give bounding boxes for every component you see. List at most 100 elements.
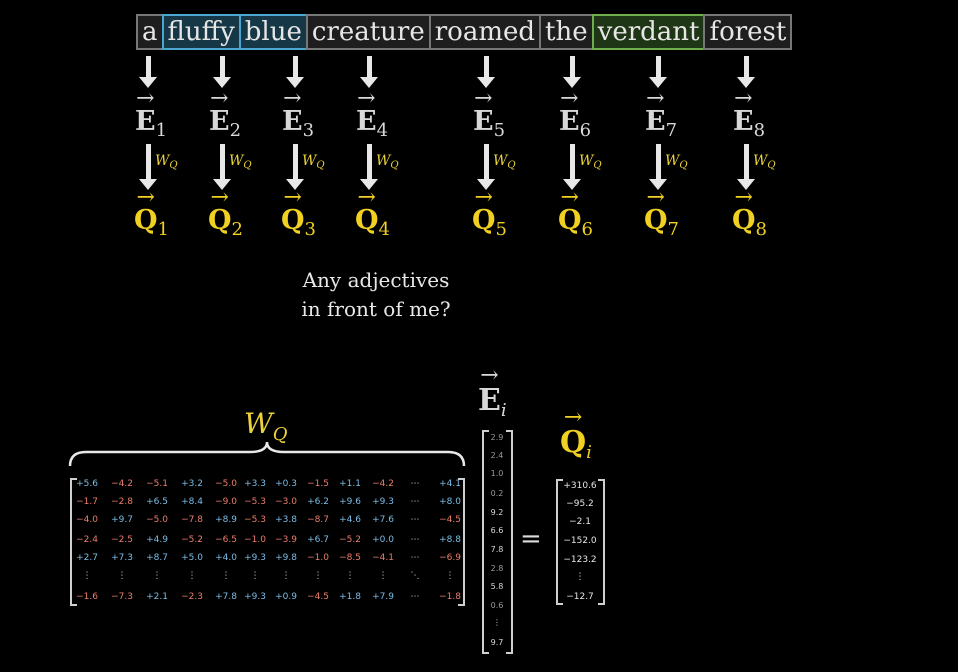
query-label-6: Q6	[558, 185, 593, 240]
matrix-cell: +8.4	[181, 497, 203, 507]
wq-symbol: W	[753, 153, 768, 169]
question-line-1: Any adjectives	[302, 268, 450, 292]
query-question: Any adjectives in front of me?	[276, 266, 476, 324]
wq-label-4: WQ	[376, 153, 399, 171]
query-subscript: 5	[495, 219, 507, 240]
matrix-cell: +6.5	[146, 497, 168, 507]
matrix-cell: ⋮	[152, 571, 162, 581]
matrix-cell: ⋯	[410, 553, 420, 563]
wq-subscript: Q	[767, 160, 776, 171]
matrix-cell: +4.9	[146, 535, 168, 545]
input-vector-symbol: E	[478, 363, 501, 418]
output-vector-subscript: i	[586, 442, 592, 463]
input-vector-right-bracket	[506, 430, 513, 654]
wq-subscript: Q	[507, 160, 516, 171]
matrix-label-symbol: W	[244, 407, 273, 440]
embedding-symbol: E	[135, 86, 156, 137]
input-vector-cell: 2.9	[490, 433, 504, 442]
matrix-cell: −4.1	[372, 553, 394, 563]
matrix-cell: −3.9	[275, 535, 297, 545]
token-1: a	[136, 14, 164, 50]
matrix-cell: −5.2	[181, 535, 203, 545]
matrix-cell: −4.2	[372, 479, 394, 489]
embedding-subscript: 3	[302, 120, 315, 141]
matrix-cell: ⋯	[410, 497, 420, 507]
matrix-cell: −5.3	[244, 515, 266, 525]
matrix-cell: −4.5	[439, 515, 461, 525]
input-vector-cell: 7.8	[490, 545, 504, 554]
query-subscript: 7	[667, 219, 679, 240]
embedding-symbol: E	[559, 86, 580, 137]
matrix-cell: ⋮	[250, 571, 260, 581]
query-symbol: Q	[558, 185, 582, 236]
matrix-cell: ⋮	[445, 571, 455, 581]
embedding-subscript: 1	[155, 120, 168, 141]
matrix-cell: −1.5	[307, 479, 329, 489]
matrix-cell: ⋯	[410, 535, 420, 545]
embedding-symbol: E	[209, 86, 230, 137]
output-vector-label: Qi	[560, 405, 592, 463]
embedding-label-3: E3	[282, 86, 315, 141]
matrix-right-bracket	[458, 478, 465, 606]
input-vector-subscript: i	[500, 400, 507, 421]
matrix-cell: +8.0	[439, 497, 461, 507]
matrix-cell: ⋱	[410, 571, 420, 581]
query-label-5: Q5	[472, 185, 507, 240]
token-2: fluffy	[161, 14, 241, 50]
matrix-cell: −5.2	[339, 535, 361, 545]
matrix-cell: ⋮	[187, 571, 197, 581]
matrix-cell: −6.5	[215, 535, 237, 545]
input-vector-cell: 6.6	[490, 526, 504, 535]
input-vector-cell: 0.2	[490, 489, 504, 498]
matrix-cell: +5.6	[76, 479, 98, 489]
matrix-cell: ⋮	[313, 571, 323, 581]
matrix-cell: +6.2	[307, 497, 329, 507]
query-symbol: Q	[281, 185, 305, 236]
query-subscript: 2	[231, 219, 243, 240]
matrix-cell: ⋮	[221, 571, 231, 581]
input-vector-cell: 2.8	[490, 564, 504, 573]
matrix-cell: +9.3	[244, 553, 266, 563]
embedding-symbol: E	[473, 86, 494, 137]
query-subscript: 1	[157, 219, 169, 240]
token-5: roamed	[428, 14, 542, 50]
matrix-cell: −5.3	[244, 497, 266, 507]
matrix-cell: −8.7	[307, 515, 329, 525]
query-label-7: Q7	[644, 185, 679, 240]
input-vector-cell: 9.7	[490, 638, 504, 647]
wq-label-3: WQ	[302, 153, 325, 171]
matrix-cell: −4.5	[307, 592, 329, 602]
matrix-cell: +9.8	[275, 553, 297, 563]
matrix-cell: +1.8	[339, 592, 361, 602]
query-label-8: Q8	[732, 185, 767, 240]
output-vector-cell: ⋮	[575, 572, 585, 582]
question-line-2: in front of me?	[301, 297, 451, 321]
matrix-cell: −5.1	[146, 479, 168, 489]
wq-symbol: W	[229, 153, 244, 169]
matrix-cell: −2.5	[111, 535, 133, 545]
wq-symbol: W	[155, 153, 170, 169]
query-subscript: 3	[304, 219, 316, 240]
matrix-cell: +5.0	[181, 553, 203, 563]
input-vector-cell: 1.0	[490, 469, 504, 478]
token-4: creature	[305, 14, 431, 50]
matrix-cell: +7.3	[111, 553, 133, 563]
matrix-cell: +7.8	[215, 592, 237, 602]
embedding-subscript: 6	[579, 120, 592, 141]
embedding-label-8: E8	[733, 86, 765, 141]
embedding-label-7: E7	[645, 86, 677, 141]
matrix-cell: −3.0	[275, 497, 297, 507]
output-vector-symbol: Q	[560, 405, 586, 460]
matrix-cell: +4.0	[215, 553, 237, 563]
token-3: blue	[238, 14, 308, 50]
matrix-cell: −7.3	[111, 592, 133, 602]
embedding-label-1: E1	[135, 86, 168, 141]
matrix-brace	[68, 441, 466, 467]
query-symbol: Q	[644, 185, 668, 236]
matrix-cell: +7.6	[372, 515, 394, 525]
matrix-cell: +9.3	[372, 497, 394, 507]
matrix-cell: +0.3	[275, 479, 297, 489]
query-symbol: Q	[355, 185, 379, 236]
matrix-cell: ⋮	[281, 571, 291, 581]
embedding-label-2: E2	[209, 86, 241, 141]
